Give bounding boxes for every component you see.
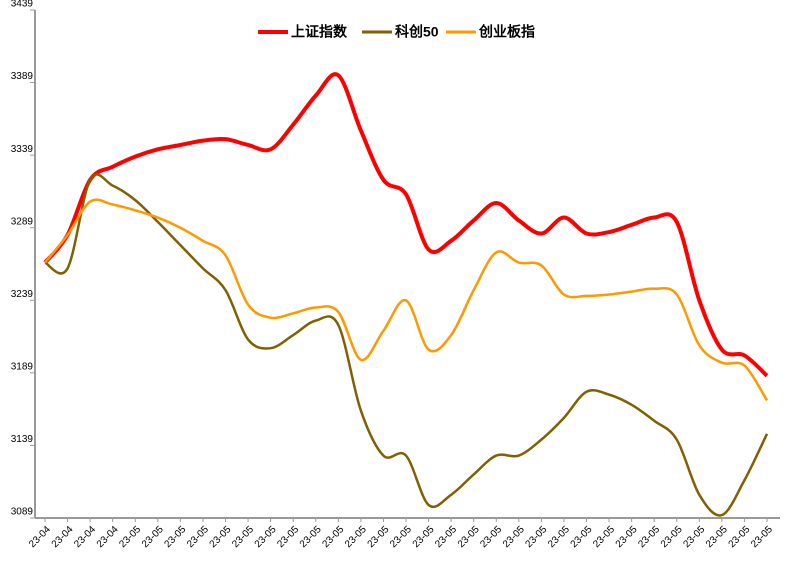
- x-tick-label: 23-04: [72, 524, 98, 550]
- x-tick-label: 23-05: [140, 524, 166, 550]
- x-tick-label: 23-05: [320, 524, 346, 550]
- legend-label: 上证指数: [291, 24, 348, 40]
- x-tick-label: 23-05: [208, 524, 234, 550]
- x-tick-label: 23-05: [253, 524, 279, 550]
- x-tick-label: 23-05: [117, 524, 143, 550]
- x-tick-label: 23-05: [614, 524, 640, 550]
- x-tick-label: 23-05: [501, 524, 527, 550]
- x-tick-label: 23-05: [456, 524, 482, 550]
- x-tick-label: 23-05: [591, 524, 617, 550]
- y-tick-label: 3289: [11, 216, 34, 227]
- x-tick-label: 23-04: [50, 524, 76, 550]
- y-tick-label: 3239: [11, 289, 34, 300]
- y-tick-label: 3189: [11, 361, 34, 372]
- x-tick-label: 23-05: [230, 524, 256, 550]
- x-tick-label: 23-05: [275, 524, 301, 550]
- legend-label: 创业板指: [478, 24, 535, 40]
- x-tick-label: 23-05: [659, 524, 685, 550]
- x-tick-label: 23-05: [388, 524, 414, 550]
- series-line: [43, 72, 769, 378]
- x-tick-label: 23-05: [704, 524, 730, 550]
- y-tick-label: 3139: [11, 434, 34, 445]
- x-tick-label: 23-05: [433, 524, 459, 550]
- y-tick-label: 3089: [11, 507, 34, 518]
- x-tick-label: 23-05: [523, 524, 549, 550]
- x-tick-label: 23-05: [185, 524, 211, 550]
- y-tick-label: 3439: [11, 0, 34, 10]
- y-tick-label: 3389: [11, 71, 34, 82]
- x-tick-label: 23-05: [366, 524, 392, 550]
- legend-label: 科创50: [395, 24, 439, 40]
- x-tick-label: 23-04: [95, 524, 121, 550]
- x-tick-label: 23-05: [162, 524, 188, 550]
- series-line: [44, 173, 769, 517]
- x-tick-label: 23-04: [27, 524, 53, 550]
- x-tick-label: 23-05: [636, 524, 662, 550]
- x-tick-label: 23-05: [546, 524, 572, 550]
- x-tick-label: 23-05: [478, 524, 504, 550]
- x-tick-label: 23-05: [749, 524, 775, 550]
- x-tick-label: 23-05: [343, 524, 369, 550]
- y-tick-label: 3339: [11, 144, 34, 155]
- x-tick-label: 23-05: [727, 524, 753, 550]
- x-tick-label: 23-05: [569, 524, 595, 550]
- x-tick-label: 23-05: [298, 524, 324, 550]
- x-tick-label: 23-05: [411, 524, 437, 550]
- x-tick-label: 23-05: [681, 524, 707, 550]
- series-line: [44, 198, 769, 402]
